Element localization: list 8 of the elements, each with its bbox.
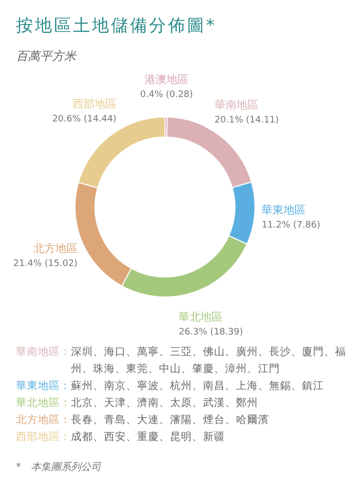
chart-title: 按地區土地儲備分佈圖*	[16, 15, 216, 37]
text: 華南地區：深圳、海口、萬寧、三亞、佛山、廣州、長沙、廈門、福州、珠海、東莞、中山、肇慶、漳州、江門	[16, 345, 347, 377]
chart-subtitle: 百萬平方米	[16, 48, 76, 65]
text: 華東地區：蘇州、南京、寧波、杭州、南昌、上海、無錫、鎮江	[16, 379, 324, 394]
text: 西部地區：成都、西安、重慶、昆明、新疆	[16, 430, 225, 445]
text: 北方地區：長春、青島、大連、瀋陽、煙台、哈爾濱	[16, 413, 269, 428]
text: 華北地區：北京、天津、濟南、太原、武漢、鄭州	[16, 396, 258, 411]
text: * 本集團系列公司	[16, 460, 102, 474]
